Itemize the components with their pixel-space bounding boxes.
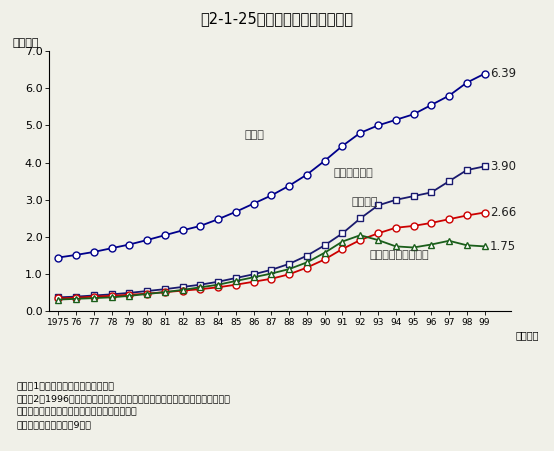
Text: 3.90: 3.90 [490,160,516,173]
Text: 有形固定資産購入費: 有形固定資産購入費 [369,250,429,260]
Text: 2.66: 2.66 [490,206,516,219]
Text: 第2-1-25図　費目別研究費の推移: 第2-1-25図 費目別研究費の推移 [201,11,353,26]
Text: 人件費: 人件費 [245,130,265,140]
Text: 1.75: 1.75 [490,240,516,253]
Text: その他の経費: その他の経費 [334,167,373,178]
Text: 6.39: 6.39 [490,67,516,80]
Text: （年度）: （年度） [516,330,540,340]
Text: 注）　1．自然科学のみの値である。
　　　2．1996年度よりソフトウェア業が新たに調査対象業種となっている。
資料：総務省統計局「科学技術研究調査報告」
　（: 注） 1．自然科学のみの値である。 2．1996年度よりソフトウェア業が新たに調… [17,381,230,430]
Text: （兆円）: （兆円） [12,38,39,48]
Text: 原材料費: 原材料費 [351,197,378,207]
